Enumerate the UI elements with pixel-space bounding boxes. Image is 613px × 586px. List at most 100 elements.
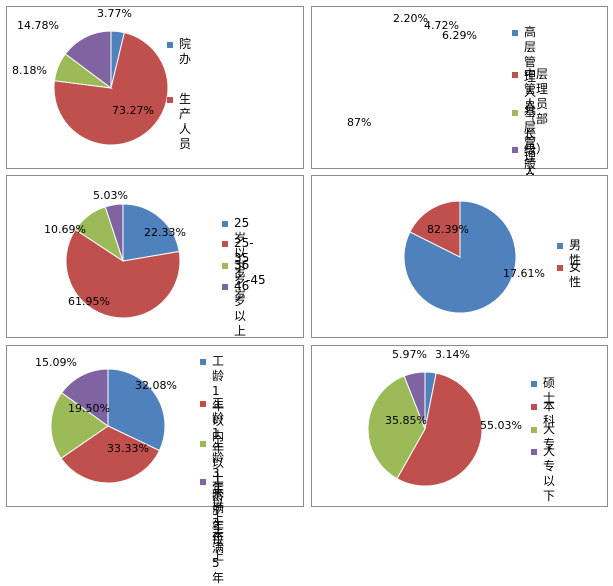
- pie-slice: [107, 368, 166, 452]
- legend-label: 46岁以上: [234, 279, 250, 338]
- legend-label: 硕士: [543, 376, 556, 405]
- legend-label: 高层管理人员: [524, 25, 537, 114]
- pie-chart: 22.33% 61.95% 10.69% 5.03%: [44, 189, 186, 319]
- pie-chart: 82.39% 17.61%: [403, 200, 545, 314]
- legend-swatch: [200, 401, 206, 407]
- legend-label: 院办: [179, 37, 192, 66]
- legend-item: 46岁以上: [222, 279, 249, 339]
- slice-data-label: 14.78%: [17, 19, 59, 32]
- legend-label: 36岁-45岁: [234, 258, 266, 302]
- slice-data-label: 82.39%: [427, 223, 469, 236]
- slice-data-label: 17.61%: [503, 267, 545, 280]
- slice-data-label: 55.03%: [480, 419, 522, 432]
- pie-slice: [104, 203, 124, 262]
- pie-chart: 3.14% 55.03% 35.85% 5.97%: [367, 348, 522, 487]
- legend-swatch: [200, 441, 206, 447]
- pie-chart: 3.77% 73.27% 8.18% 14.78%: [12, 7, 169, 146]
- legend-swatch: [222, 221, 228, 227]
- legend-item: 中层管理人员 （部长级）: [512, 67, 548, 157]
- slice-data-label: 87%: [347, 116, 371, 129]
- legend-swatch: [222, 263, 228, 269]
- legend-swatch: [512, 147, 518, 153]
- legend-item: 25-35岁: [222, 236, 254, 281]
- slice-data-label: 22.33%: [144, 226, 186, 239]
- pie-slice: [409, 200, 461, 258]
- legend-item: 院办: [167, 37, 191, 67]
- pie-slice: [396, 372, 483, 487]
- legend-label: 生产人员: [179, 92, 192, 151]
- legend-swatch: [200, 479, 206, 485]
- slice-data-label: 73.27%: [112, 104, 154, 117]
- legend-swatch: [531, 427, 537, 433]
- slice-data-label: 15.09%: [35, 356, 77, 369]
- slice-data-label: 8.18%: [12, 64, 47, 77]
- legend-swatch: [557, 265, 563, 271]
- legend-swatch: [512, 110, 518, 116]
- legend-item: 高层管理人员: [512, 25, 536, 115]
- legend-label: 大专: [543, 422, 556, 451]
- slice-data-label: 2.20%: [393, 12, 428, 25]
- legend-item: 生产人员: [167, 92, 191, 152]
- legend-label: 中层管理人员 （部长级）: [524, 67, 549, 156]
- pie-slice: [122, 203, 180, 262]
- legend-item: 男性: [557, 238, 581, 268]
- legend-item: 工龄5年以上: [200, 474, 224, 564]
- slice-data-label: 35.85%: [385, 414, 427, 427]
- legend-item: 36岁-45岁: [222, 258, 266, 303]
- legend-swatch: [531, 381, 537, 387]
- pie-slice: [50, 392, 109, 459]
- pie-slice: [403, 200, 517, 314]
- chart-panel: 3.14% 55.03% 35.85% 5.97% 硕士 本科 大专 大专以下: [311, 345, 608, 507]
- chart-panel: 82.39% 17.61% 男性 女性: [311, 175, 608, 338]
- legend-swatch: [557, 243, 563, 249]
- pie-slice: [61, 368, 109, 427]
- pie-slice: [64, 30, 112, 89]
- pie-slice: [65, 228, 181, 319]
- legend-swatch: [222, 284, 228, 290]
- pie-chart: 32.08% 33.33% 19.50% 15.09%: [35, 356, 177, 484]
- legend-label: 女性: [569, 260, 582, 289]
- slice-data-label: 6.29%: [442, 29, 477, 42]
- pie-chart: 2.20%4.72%6.29% 87%: [347, 12, 477, 129]
- chart-panel: 32.08% 33.33% 19.50% 15.09% 工龄1年以内 工龄1年以上未 满3…: [6, 345, 304, 585]
- pie-slice: [403, 371, 426, 430]
- legend-swatch: [531, 404, 537, 410]
- slice-data-label: 32.08%: [135, 379, 177, 392]
- legend-swatch: [512, 72, 518, 78]
- legend-item: 大专: [531, 422, 555, 452]
- legend-label: 25-35岁: [234, 236, 254, 280]
- slice-data-label: 4.72%: [424, 19, 459, 32]
- legend-label: 本科: [543, 399, 556, 428]
- chart-panel: 2.20% 4.72% 6.29% 87% 高层管理人员 中层管理人员 （部长级） 基层管理…: [311, 6, 608, 201]
- legend-swatch: [531, 449, 537, 455]
- legend-item: 硕士: [531, 376, 555, 406]
- legend-label: 工龄5年以上: [212, 474, 225, 563]
- pie-slice: [367, 375, 426, 480]
- legend-swatch: [512, 30, 518, 36]
- pie-slice: [53, 31, 169, 146]
- legend-item: 本科: [531, 399, 555, 429]
- slice-data-label: 3.77%: [97, 7, 132, 20]
- legend-label: 工龄1年以内: [212, 354, 225, 443]
- legend-label: 25岁以下: [234, 216, 250, 275]
- slice-data-label: 5.97%: [392, 348, 427, 361]
- legend-swatch: [222, 241, 228, 247]
- pie-slice: [60, 425, 161, 484]
- legend-item: 25岁以下: [222, 216, 249, 276]
- slice-data-label: 10.69%: [44, 223, 86, 236]
- legend-swatch: [167, 97, 173, 103]
- legend-item: 工龄1年以内: [200, 354, 224, 444]
- slice-data-label: 3.14%: [435, 348, 470, 361]
- slice-data-label: 19.50%: [68, 402, 110, 415]
- legend-label: 大专以下: [543, 444, 556, 503]
- chart-panel: 3.77% 73.27% 8.18% 14.78% 院办生产人员: [6, 6, 304, 169]
- chart-panel: 22.33% 61.95% 10.69% 5.03% 25岁以下 25-35岁 36岁-45…: [6, 175, 304, 338]
- legend-label: 男性: [569, 238, 582, 267]
- legend-swatch: [167, 42, 173, 48]
- slice-data-label: 5.03%: [93, 189, 128, 202]
- legend-item: 大专以下: [531, 444, 555, 504]
- slice-data-label: 33.33%: [107, 442, 149, 455]
- slice-data-label: 61.95%: [68, 295, 110, 308]
- legend-swatch: [200, 359, 206, 365]
- legend-item: 女性: [557, 260, 581, 290]
